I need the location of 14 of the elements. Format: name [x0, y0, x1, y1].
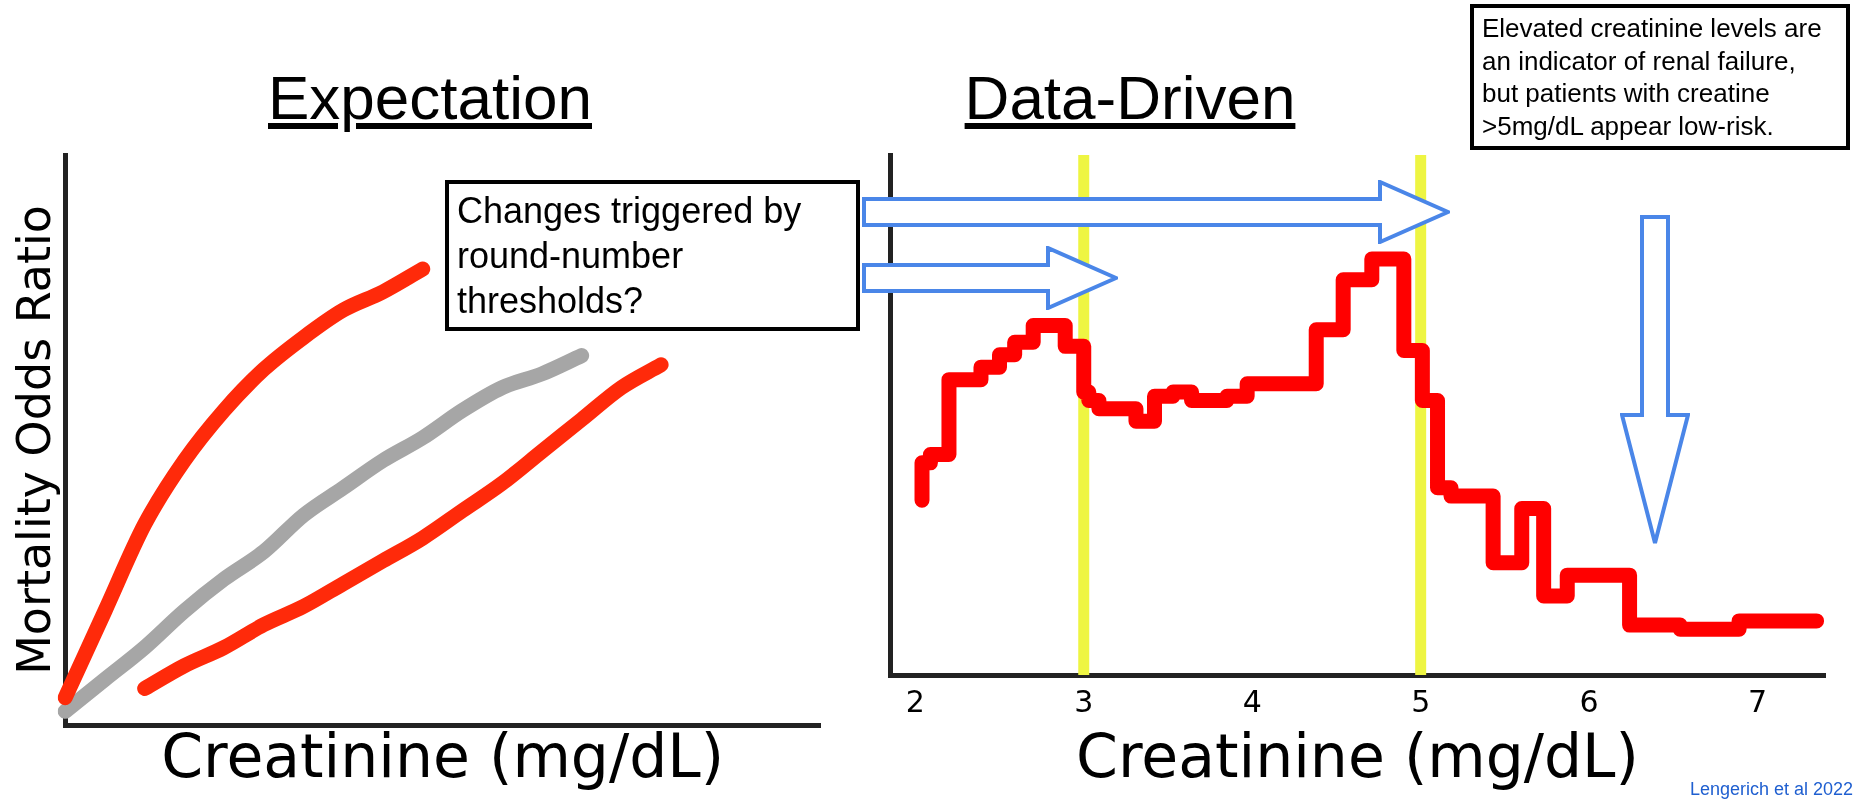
- chart-title: Data-Driven: [963, 62, 1297, 133]
- x-tick-label: 5: [1411, 683, 1431, 719]
- text: Elevated creatinine levels are an indicator of renal failure, but patients with creatine >5mg/dL appear low-risk.: [1470, 4, 1850, 150]
- x-tick-label: 3: [1074, 683, 1094, 719]
- x-tick-label: 4: [1242, 683, 1262, 719]
- x-axis-title: Creatinine (mg/dL): [1076, 720, 1639, 791]
- text: Lengerich et al 2022: [1689, 777, 1853, 800]
- x-tick-label: 6: [1579, 683, 1599, 719]
- annotation: Changes triggered by round-number thresholds?: [445, 180, 860, 331]
- y-axis-title: Mortality Odds Ratio: [6, 205, 61, 675]
- chart-title: Expectation: [267, 62, 593, 133]
- x-tick-label: 7: [1748, 683, 1768, 719]
- x-axis-title: Creatinine (mg/dL): [161, 720, 725, 791]
- x-tick-label: 2: [905, 683, 925, 719]
